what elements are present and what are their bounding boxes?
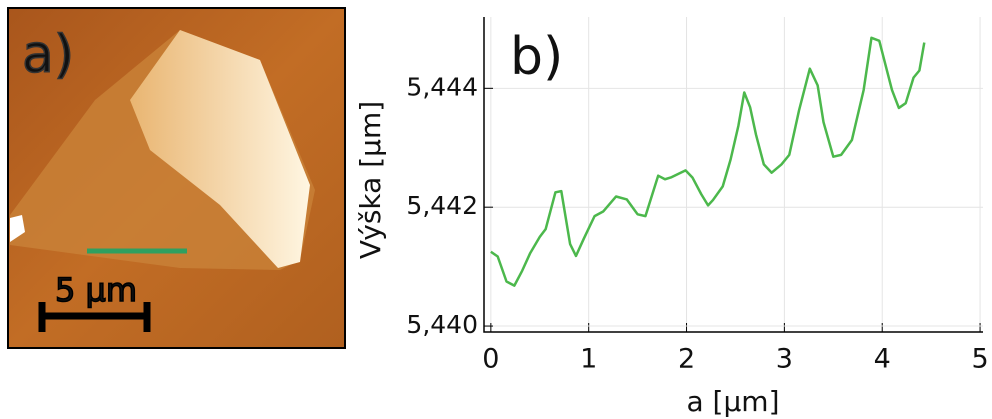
afm-image: 5 µm a) — [7, 7, 346, 349]
scale-bar-label: 5 µm — [55, 271, 137, 309]
flake — [130, 30, 310, 268]
y-axis-label: Výška [µm] — [354, 101, 387, 259]
x-tick-label: 1 — [580, 344, 597, 375]
y-tick-label: 5,442 — [406, 191, 478, 220]
bright-spot — [10, 215, 25, 242]
x-tick-label: 5 — [971, 344, 988, 375]
x-tick-label: 4 — [874, 344, 891, 375]
axes — [483, 17, 983, 333]
x-tick-label: 3 — [776, 344, 793, 375]
panel-label: a) — [22, 25, 74, 85]
scale-bar — [38, 302, 151, 332]
chart: b) a [µm] Výška [µm] 0 1 2 3 4 5 5,440 5,442 5,4… — [354, 17, 989, 418]
x-tick-label: 2 — [678, 344, 695, 375]
x-tick-label: 0 — [482, 344, 499, 375]
y-tick-label: 5,440 — [406, 310, 478, 339]
data-line — [490, 36, 926, 287]
x-axis-label: a [µm] — [687, 385, 780, 418]
y-tick-label: 5,444 — [406, 72, 478, 101]
panel-label: b) — [510, 27, 563, 87]
